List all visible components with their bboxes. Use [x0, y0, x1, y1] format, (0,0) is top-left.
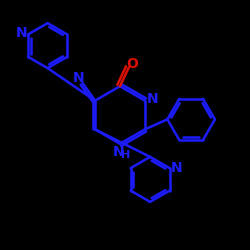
Text: N: N: [171, 161, 182, 175]
Text: N: N: [15, 26, 27, 40]
Text: N: N: [147, 92, 159, 106]
Text: O: O: [126, 58, 138, 71]
Text: H: H: [121, 150, 130, 160]
Text: N: N: [113, 145, 124, 159]
Text: N: N: [73, 70, 85, 85]
